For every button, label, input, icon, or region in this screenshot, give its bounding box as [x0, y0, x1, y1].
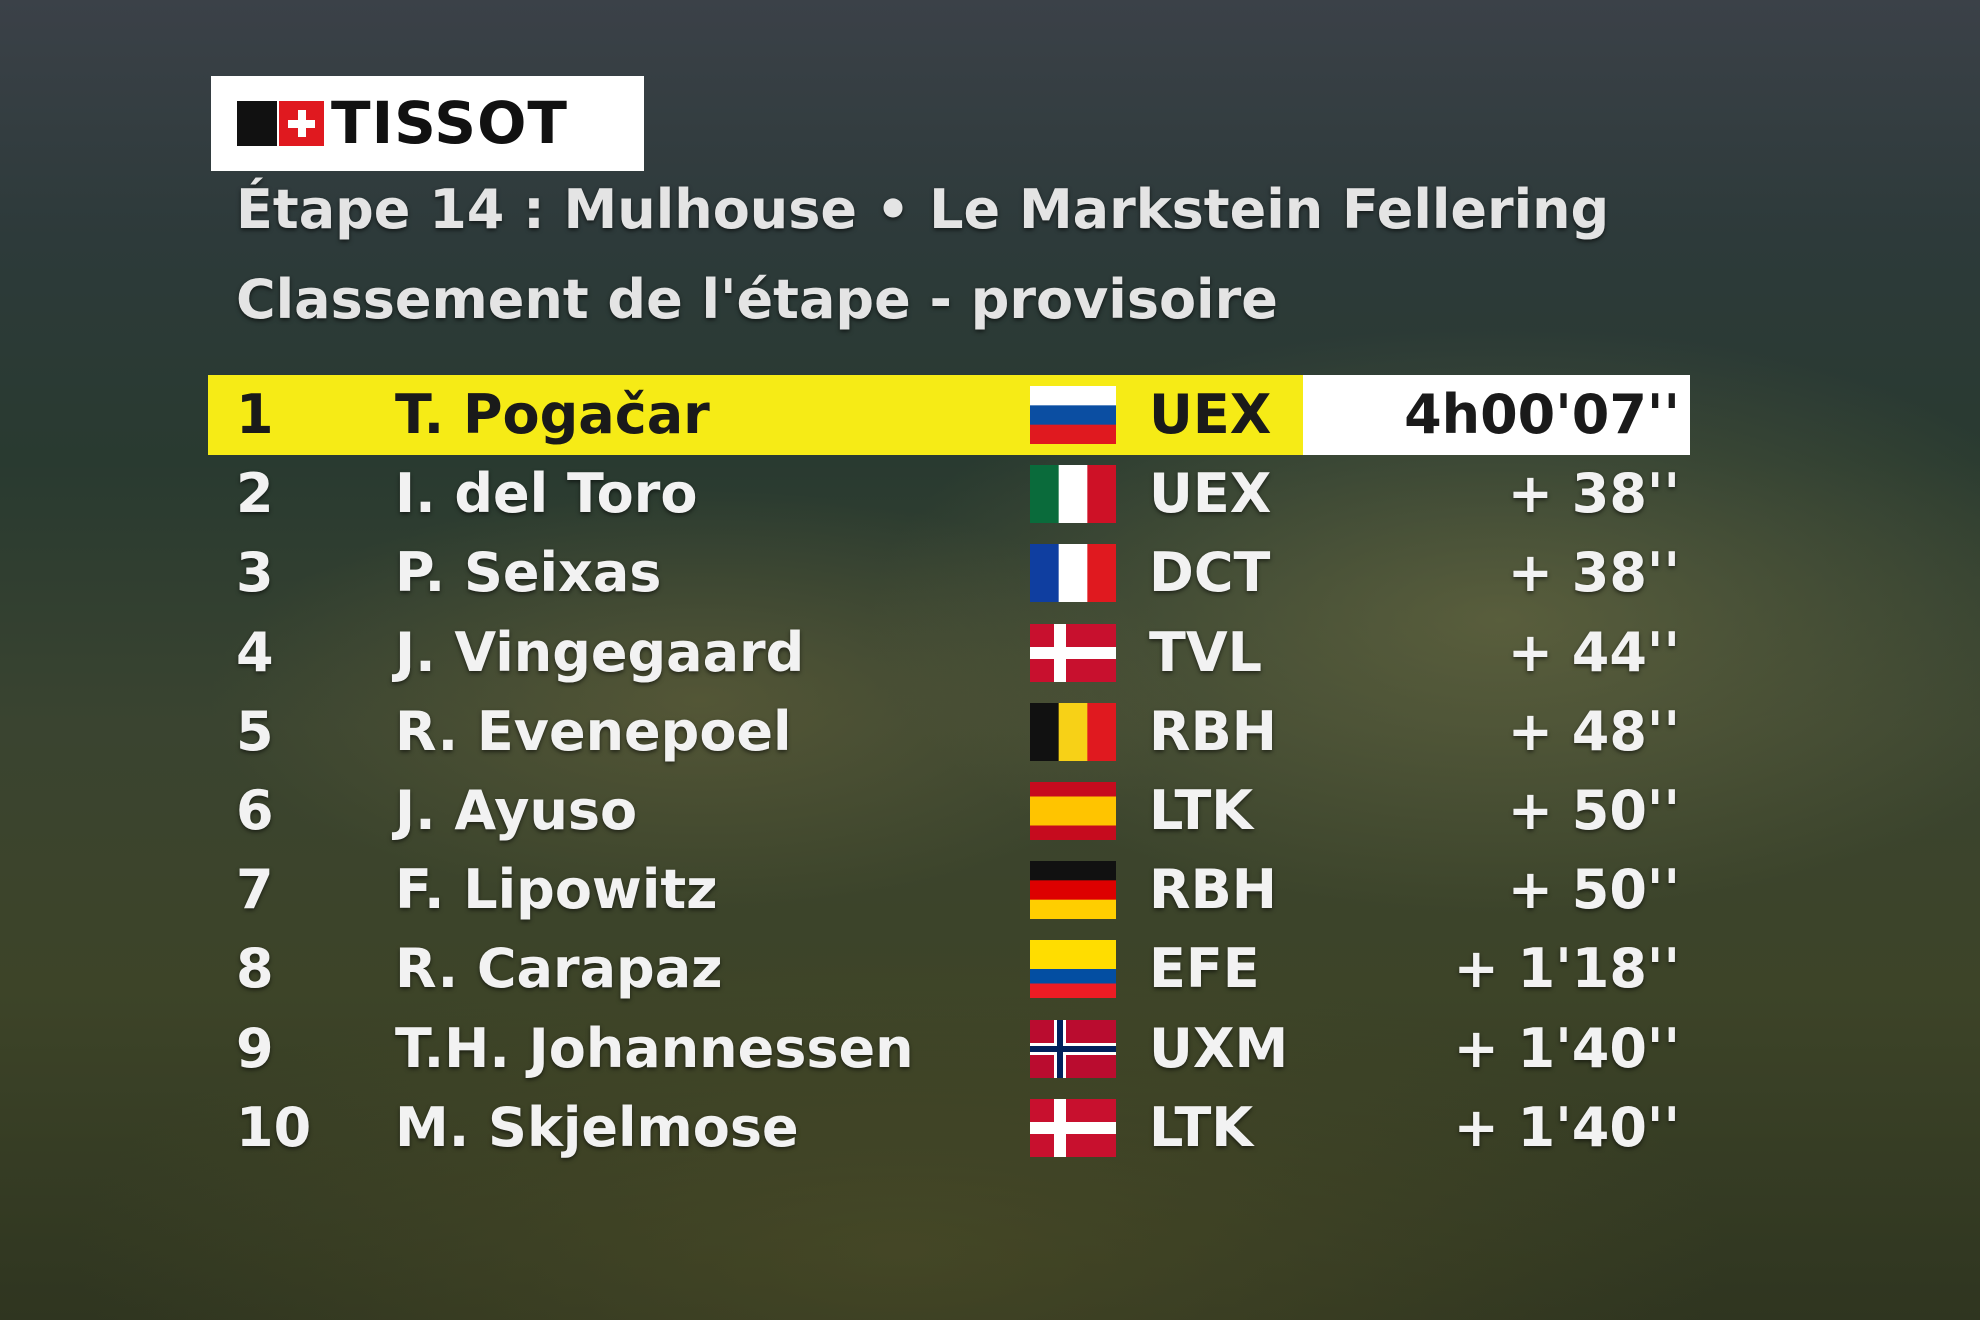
rank: 4 [236, 620, 274, 684]
country-flag [1030, 623, 1116, 682]
team-code: TVL [1149, 620, 1263, 684]
rider-name: R. Evenepoel [395, 699, 792, 763]
leader-time-box [1303, 375, 1690, 455]
rank: 2 [236, 462, 274, 526]
rank: 10 [236, 1095, 312, 1159]
rank: 9 [236, 1016, 274, 1080]
country-flag [1030, 1098, 1116, 1157]
rider-name: T.H. Johannessen [395, 1016, 914, 1080]
sponsor-name: TISSOT [331, 89, 568, 157]
country-flag [1030, 861, 1116, 920]
time-gap: + 44'' [1507, 620, 1680, 684]
time-gap: + 1'18'' [1453, 937, 1680, 1001]
country-flag [1030, 1019, 1116, 1078]
team-code: LTK [1149, 779, 1254, 842]
time-gap: + 38'' [1507, 541, 1680, 605]
time-gap: + 50'' [1507, 858, 1680, 922]
rider-name: F. Lipowitz [395, 858, 718, 922]
rank: 5 [236, 699, 274, 763]
ranking-subtitle: Classement de l'étape - provisoire [236, 268, 1278, 331]
rider-name: M. Skjelmose [395, 1095, 799, 1159]
team-code: RBH [1149, 858, 1277, 922]
time-gap: + 48'' [1507, 699, 1680, 763]
country-flag [1030, 940, 1116, 999]
rider-name: J. Vingegaard [395, 620, 805, 684]
team-code: LTK [1149, 1095, 1254, 1159]
rider-name: R. Carapaz [395, 937, 723, 1001]
leader-highlight [208, 375, 1303, 455]
stage-title: Étape 14 : Mulhouse • Le Markstein Felle… [236, 178, 1610, 241]
rank: 7 [236, 858, 274, 922]
rank: 1 [236, 383, 274, 446]
team-code: UXM [1149, 1016, 1289, 1080]
rank: 6 [236, 779, 274, 842]
rider-name: P. Seixas [395, 541, 662, 605]
rank: 3 [236, 541, 274, 605]
rank: 8 [236, 937, 274, 1001]
time-gap: + 1'40'' [1453, 1095, 1680, 1159]
team-code: EFE [1149, 937, 1260, 1001]
country-flag [1030, 465, 1116, 524]
time-gap: + 50'' [1507, 779, 1680, 842]
rider-name: T. Pogačar [395, 383, 710, 446]
country-flag [1030, 782, 1116, 840]
country-flag [1030, 544, 1116, 603]
time-gap: + 1'40'' [1453, 1016, 1680, 1080]
team-code: UEX [1149, 462, 1272, 526]
country-flag [1030, 702, 1116, 761]
time-gap: + 38'' [1507, 462, 1680, 526]
country-flag [1030, 386, 1116, 444]
team-code: DCT [1149, 541, 1271, 605]
team-code: RBH [1149, 699, 1277, 763]
logo-icon [237, 101, 277, 146]
team-code: UEX [1149, 383, 1272, 446]
logo-icon [279, 101, 324, 146]
rider-name: J. Ayuso [395, 779, 638, 842]
time-gap: 4h00'07'' [1404, 383, 1680, 446]
sponsor-logo: TISSOT [211, 76, 644, 171]
rider-name: I. del Toro [395, 462, 698, 526]
